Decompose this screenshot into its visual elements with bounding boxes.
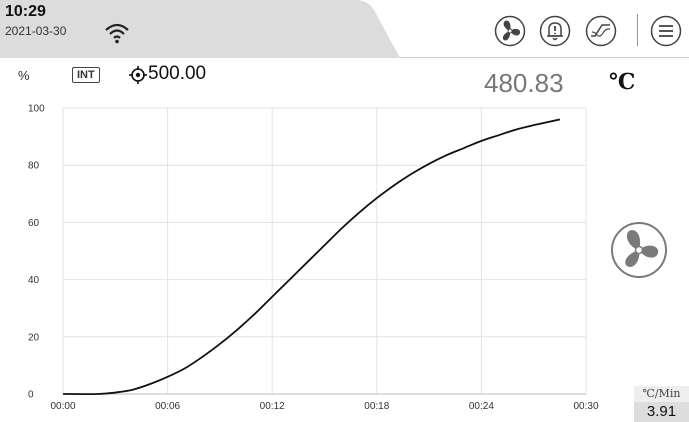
- y-tick-label: 20: [28, 332, 40, 343]
- wifi-icon: [105, 23, 129, 44]
- alarm-bell-icon[interactable]: [539, 15, 571, 47]
- y-tick-label: 80: [28, 161, 40, 172]
- rate-unit-label: ℃/Min: [634, 386, 689, 402]
- setpoint-target-icon: [129, 66, 147, 84]
- toolbar-divider: [637, 14, 638, 46]
- y-tick-label: 0: [28, 390, 34, 401]
- y-tick-label: 60: [28, 218, 40, 229]
- temperature-unit: ℃: [609, 69, 636, 95]
- y-tick-label: 40: [28, 275, 40, 286]
- status-tab-shape: [0, 0, 400, 58]
- curve-settings-icon[interactable]: [585, 15, 617, 47]
- date: 2021-03-30: [5, 24, 67, 38]
- top-bar: 10:29 2021-03-30: [0, 0, 689, 58]
- x-tick-label: 00:24: [469, 401, 494, 412]
- x-tick-label: 00:30: [573, 401, 598, 412]
- fan-icon[interactable]: [494, 15, 526, 47]
- clock: 10:29: [5, 3, 46, 20]
- temperature-curve: [62, 118, 561, 396]
- x-tick-label: 00:18: [364, 401, 389, 412]
- x-tick-label: 00:06: [155, 401, 180, 412]
- x-tick-label: 00:00: [50, 401, 75, 412]
- menu-icon[interactable]: [650, 15, 682, 47]
- setpoint-value[interactable]: 500.00: [148, 63, 207, 84]
- fan-control-icon[interactable]: [610, 221, 668, 279]
- current-temperature: 480.83: [484, 68, 564, 98]
- heating-rate-value: 3.91: [634, 402, 689, 422]
- y-axis-ticks: 0 20 40 60 80 100: [28, 104, 45, 401]
- y-tick-label: 100: [28, 104, 45, 115]
- x-axis-ticks: 00:00 00:06 00:12 00:18 00:24 00:30: [50, 401, 598, 412]
- plot-area: [62, 107, 587, 395]
- chart-grid: [62, 107, 587, 395]
- status-tab: 10:29 2021-03-30: [0, 0, 400, 58]
- y-axis-unit: %: [18, 68, 30, 83]
- control-mode-badge[interactable]: INT: [72, 67, 100, 83]
- x-tick-label: 00:12: [260, 401, 285, 412]
